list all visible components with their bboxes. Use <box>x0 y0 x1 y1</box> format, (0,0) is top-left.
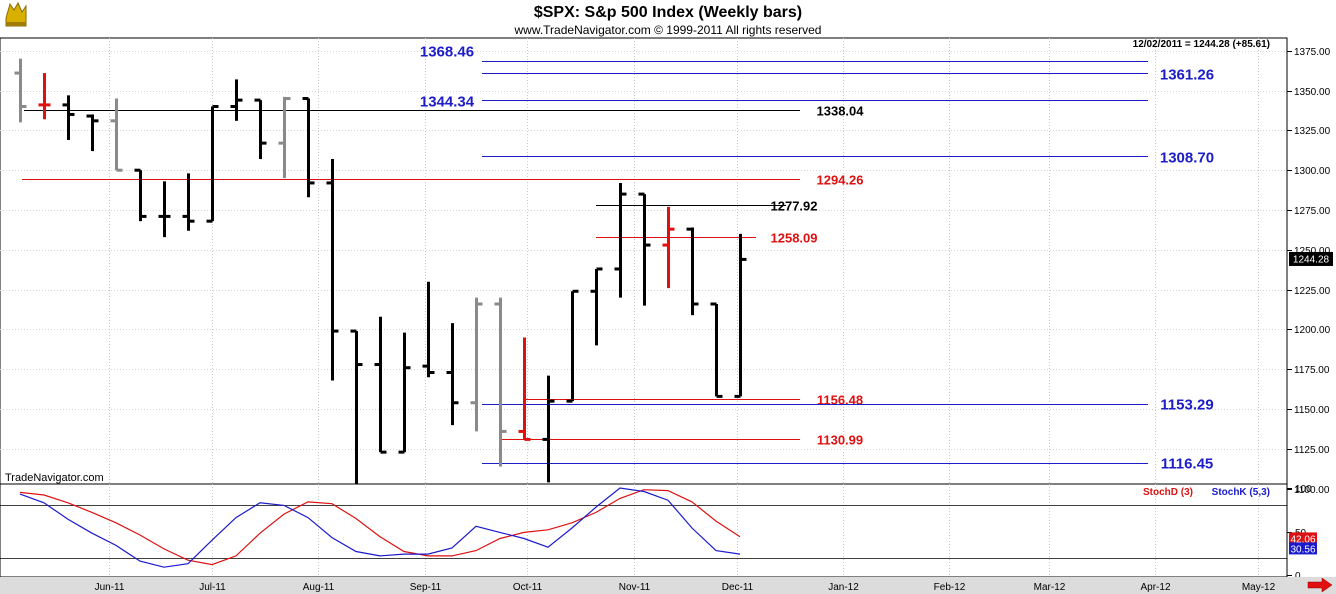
ohlc-bar <box>710 302 723 398</box>
price-level-label: 1116.45 <box>1161 456 1214 473</box>
stochastic-tick-label: 100 <box>1295 484 1312 495</box>
price-level-label: 1308.70 <box>1160 150 1214 167</box>
ohlc-bar <box>230 79 243 121</box>
price-level-label: 1258.09 <box>771 231 818 246</box>
y-tick-label: 1100.00 <box>1294 485 1330 496</box>
last-bar-info: 12/02/2011 = 1244.28 (+85.61) <box>1133 39 1270 50</box>
scroll-right-arrow-icon[interactable] <box>1307 577 1333 593</box>
ohlc-bar <box>470 297 483 432</box>
ohlc-bar <box>374 316 387 454</box>
y-tick-label: 1150.00 <box>1294 405 1330 416</box>
stochastic-value-tag: 42.06 <box>1290 534 1315 545</box>
y-tick-label: 1350.00 <box>1294 87 1331 98</box>
legend-stochd: StochD (3) <box>1143 487 1193 498</box>
stochastic-panel-frame <box>0 483 1288 578</box>
ohlc-bar <box>62 95 75 140</box>
price-level-label: 1294.26 <box>817 173 864 188</box>
ohlc-bar <box>158 181 171 238</box>
y-tick-label: 1175.00 <box>1294 365 1330 376</box>
stochastic-series-line <box>19 487 741 568</box>
ohlc-bar <box>686 227 699 316</box>
ohlc-bar <box>134 168 147 222</box>
ohlc-bar <box>206 104 219 223</box>
ohlc-bar <box>590 267 603 346</box>
ohlc-bar <box>398 332 411 454</box>
x-tick-label: Jan-12 <box>828 582 859 593</box>
stochastic-series-line <box>19 489 741 566</box>
ohlc-bar <box>86 114 99 152</box>
ohlc-bar <box>38 73 51 120</box>
month-grid <box>0 38 1287 490</box>
ohlc-bar <box>518 337 531 441</box>
ohlc-bar <box>662 206 675 289</box>
logo-icon <box>4 1 28 28</box>
x-tick-label: Feb-12 <box>934 582 966 593</box>
price-level-label: 1344.34 <box>420 94 475 111</box>
price-level-label: 1361.26 <box>1160 67 1214 84</box>
y-tick-label: 1300.00 <box>1294 166 1331 177</box>
y-tick-label: 1225.00 <box>1294 286 1331 297</box>
y-tick-label: 1125.00 <box>1294 445 1330 456</box>
ohlc-bar <box>638 192 651 306</box>
chart-subtitle: www.TradeNavigator.com © 1999-2011 All r… <box>514 23 822 37</box>
ohlc-bar <box>326 159 339 381</box>
price-level-label: 1277.92 <box>771 199 818 214</box>
x-tick-label: Apr-12 <box>1140 582 1170 593</box>
y-tick-label: 1375.00 <box>1294 47 1331 58</box>
x-tick-label: Aug-11 <box>303 582 335 593</box>
ohlc-bar <box>302 97 315 198</box>
x-tick-label: May-12 <box>1242 582 1276 593</box>
ohlc-bar <box>494 297 507 467</box>
last-price-marker: 1244.28 <box>1289 251 1333 266</box>
ohlc-bar <box>254 98 267 160</box>
x-tick-label: Nov-11 <box>619 582 651 593</box>
stochastic-value-tag: 30.56 <box>1290 544 1315 555</box>
ohlc-bar <box>14 58 27 123</box>
ohlc-bar <box>614 182 627 298</box>
price-level-label: 1338.04 <box>817 104 865 119</box>
x-tick-label: Oct-11 <box>513 582 543 593</box>
x-tick-label: Jul-11 <box>199 582 226 593</box>
x-tick-label: Jun-11 <box>95 582 125 593</box>
price-axis: 1100.00 1125.00 1150.00 1175.00 1200.00 1225.… <box>1287 47 1331 496</box>
legend-stochk: StochK (5,3) <box>1212 487 1270 498</box>
x-tick-label: Dec-11 <box>722 582 754 593</box>
ohlc-bar <box>446 323 459 426</box>
ohlc-bar <box>566 289 579 403</box>
ohlc-bar <box>422 281 435 378</box>
x-tick-label: Mar-12 <box>1034 582 1066 593</box>
price-panel: 1100.00 1125.00 1150.00 1175.00 1200.00 1225.… <box>0 37 1333 496</box>
source-credit: TradeNavigator.com <box>5 472 104 484</box>
y-tick-label: 1275.00 <box>1294 206 1331 217</box>
ohlc-bar <box>542 375 555 483</box>
ohlc-bar <box>182 173 195 231</box>
chart-title: $SPX: S&p 500 Index (Weekly bars) <box>534 4 802 21</box>
stochastic-lines <box>19 487 741 568</box>
price-level-label: 1153.29 <box>1160 397 1213 414</box>
ohlc-bar <box>278 96 291 179</box>
stochastic-grid <box>0 484 1287 577</box>
ohlc-bar <box>110 98 123 172</box>
ohlc-bar <box>350 329 363 488</box>
y-tick-label: 1325.00 <box>1294 126 1331 137</box>
time-axis: Jun-11 Jul-11 Aug-11 Sep-11 Oct-11 Nov-11 Dec-… <box>0 577 1336 594</box>
stochastic-tick-label: 0 <box>1295 571 1301 582</box>
y-tick-label: 1200.00 <box>1294 325 1331 336</box>
price-levels: 1368.46 1361.26 1344.34 1338.04 1308.70 1294.… <box>22 44 1214 473</box>
price-level-label: 1156.48 <box>817 393 863 408</box>
price-level-label: 1368.46 <box>420 44 474 61</box>
last-price-tag: 1244.28 <box>1293 254 1330 265</box>
x-tick-label: Sep-11 <box>410 582 442 593</box>
y-tick-label: 1250.00 <box>1294 246 1331 257</box>
ohlc-bars <box>14 58 747 488</box>
price-level-label: 1130.99 <box>817 433 863 448</box>
ohlc-bar <box>734 233 747 398</box>
